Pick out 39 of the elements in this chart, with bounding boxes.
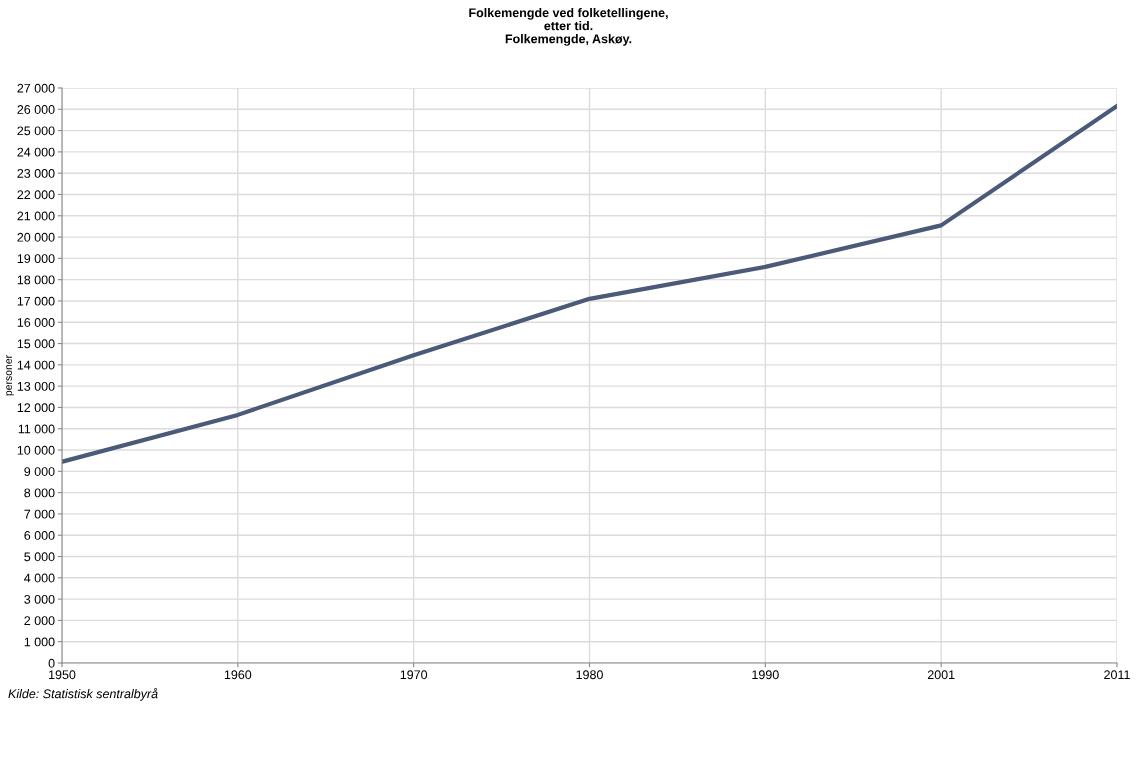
- y-tick-label: 12 000: [17, 403, 55, 413]
- y-tick-label: 19 000: [17, 254, 55, 264]
- y-tick-label: 1 000: [24, 637, 55, 647]
- y-tick-label: 18 000: [17, 275, 55, 285]
- y-tick-label: 6 000: [24, 531, 55, 540]
- y-tick-label: 3 000: [24, 594, 55, 604]
- y-tick-label: 21 000: [17, 211, 55, 221]
- y-tick-label: 20 000: [17, 232, 55, 242]
- y-tick-label: 5 000: [24, 552, 55, 562]
- x-tick-label: 2001: [927, 670, 955, 680]
- y-tick-label: 2 000: [24, 616, 55, 626]
- x-tick-label: 1980: [576, 670, 603, 680]
- y-tick-label: 25 000: [17, 126, 55, 136]
- x-tick-label: 1970: [400, 670, 428, 680]
- x-tick-label: 1950: [49, 670, 76, 680]
- y-tick-label: 14 000: [17, 360, 55, 370]
- y-tick-label: 16 000: [17, 318, 55, 327]
- y-tick-label: 10 000: [17, 445, 55, 455]
- line-series: [62, 104, 1117, 464]
- y-tick-label: 22 000: [17, 190, 55, 200]
- y-tick-label: 13 000: [17, 381, 55, 391]
- text: Kilde: Statistisk sentralbyrå: [8, 688, 158, 701]
- y-tick-label: 11 000: [18, 424, 55, 434]
- y-tick-label: 17 000: [17, 296, 55, 306]
- y-axis-title: personer: [6, 355, 15, 396]
- y-tick-label: 4 000: [24, 573, 55, 583]
- y-tick-label: 15 000: [17, 339, 55, 349]
- y-tick-label: 23 000: [17, 168, 55, 178]
- y-tick-label: 9 000: [24, 467, 55, 476]
- y-tick-label: 27 000: [17, 83, 55, 93]
- x-tick-label: 2011: [1104, 670, 1130, 680]
- y-tick-label: 8 000: [24, 488, 55, 498]
- y-tick-label: 24 000: [17, 147, 55, 157]
- x-tick-label: 1960: [224, 670, 252, 680]
- y-tick-label: 7 000: [24, 509, 55, 519]
- y-tick-label: 26 000: [17, 105, 55, 114]
- y-tick-label: 0: [48, 658, 55, 668]
- x-tick-label: 1990: [752, 670, 779, 680]
- chart-title: Folkemengde ved folketellingene, etter tid. Folkemengde, Askøy.: [469, 8, 668, 46]
